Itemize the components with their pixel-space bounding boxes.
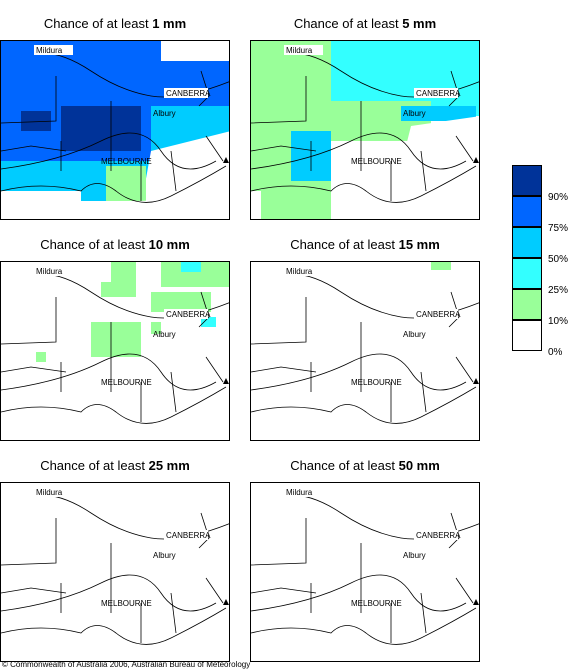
panel-title: Chance of at least 50 mm <box>290 458 440 473</box>
place-label-canberra: CANBERRA <box>164 309 211 319</box>
map-area: Mildura CANBERRA Albury MELBOURNE <box>250 40 480 220</box>
map-marker <box>473 378 479 384</box>
svg-text:Mildura: Mildura <box>286 488 313 497</box>
panel-title: Chance of at least 1 mm <box>43 16 187 31</box>
svg-text:MELBOURNE: MELBOURNE <box>101 599 152 608</box>
legend-label-10: 10% <box>548 316 569 327</box>
svg-text:MELBOURNE: MELBOURNE <box>351 378 402 387</box>
place-label-albury: Albury <box>403 330 426 339</box>
svg-text:MELBOURNE: MELBOURNE <box>101 378 152 387</box>
place-label-albury: Albury <box>403 109 426 118</box>
svg-text:Mildura: Mildura <box>36 488 63 497</box>
legend-swatch-5 <box>512 320 542 351</box>
svg-text:Mildura: Mildura <box>36 46 63 55</box>
place-label-albury: Albury <box>153 109 176 118</box>
place-label-mildura: Mildura <box>284 45 323 55</box>
place-label-albury: Albury <box>153 551 176 560</box>
legend-swatch-3 <box>512 258 542 289</box>
place-label-melbourne: MELBOURNE <box>101 157 152 166</box>
place-label-melbourne: MELBOURNE <box>351 599 402 608</box>
map-area: Mildura CANBERRA Albury MELBOURNE <box>250 261 480 441</box>
svg-text:CANBERRA: CANBERRA <box>166 531 211 540</box>
place-label-melbourne: MELBOURNE <box>351 157 402 166</box>
place-label-melbourne: MELBOURNE <box>101 599 152 608</box>
legend-label-0: 0% <box>548 347 563 358</box>
panel-title: Chance of at least 10 mm <box>40 237 190 252</box>
map-area: Mildura CANBERRA Albury MELBOURNE <box>0 261 230 441</box>
svg-text:CANBERRA: CANBERRA <box>416 310 461 319</box>
legend-swatch-2 <box>512 227 542 258</box>
place-label-mildura: Mildura <box>34 266 73 276</box>
legend-swatch-0 <box>512 165 542 196</box>
legend-swatch-1 <box>512 196 542 227</box>
map-marker <box>223 378 229 384</box>
svg-text:Albury: Albury <box>403 551 426 560</box>
map-marker <box>223 599 229 605</box>
svg-text:Albury: Albury <box>153 330 176 339</box>
place-label-canberra: CANBERRA <box>414 309 461 319</box>
legend-label-50: 50% <box>548 254 569 265</box>
place-label-mildura: Mildura <box>34 45 73 55</box>
svg-text:Albury: Albury <box>403 330 426 339</box>
svg-text:MELBOURNE: MELBOURNE <box>101 157 152 166</box>
svg-text:Albury: Albury <box>403 109 426 118</box>
svg-text:Mildura: Mildura <box>286 46 313 55</box>
svg-text:CANBERRA: CANBERRA <box>416 89 461 98</box>
place-label-melbourne: MELBOURNE <box>101 378 152 387</box>
place-label-mildura: Mildura <box>284 266 323 276</box>
place-label-mildura: Mildura <box>284 487 323 497</box>
place-label-albury: Albury <box>153 330 176 339</box>
map-area: Mildura CANBERRA Albury MELBOURNE <box>0 40 230 220</box>
place-label-melbourne: MELBOURNE <box>351 378 402 387</box>
panel-title: Chance of at least 15 mm <box>290 237 440 252</box>
legend-swatch-4 <box>512 289 542 320</box>
svg-text:Albury: Albury <box>153 551 176 560</box>
place-label-canberra: CANBERRA <box>164 530 211 540</box>
map-marker <box>473 157 479 163</box>
svg-text:CANBERRA: CANBERRA <box>416 531 461 540</box>
place-label-canberra: CANBERRA <box>164 88 211 98</box>
map-marker <box>473 599 479 605</box>
svg-text:MELBOURNE: MELBOURNE <box>351 157 402 166</box>
svg-text:Mildura: Mildura <box>36 267 63 276</box>
svg-text:CANBERRA: CANBERRA <box>166 310 211 319</box>
legend-label-90: 90% <box>548 192 569 203</box>
svg-text:MELBOURNE: MELBOURNE <box>351 599 402 608</box>
map-marker <box>223 157 229 163</box>
svg-text:Albury: Albury <box>153 109 176 118</box>
svg-text:CANBERRA: CANBERRA <box>166 89 211 98</box>
place-label-albury: Albury <box>403 551 426 560</box>
panel-title: Chance of at least 25 mm <box>40 458 190 473</box>
svg-text:Mildura: Mildura <box>286 267 313 276</box>
legend-label-25: 25% <box>548 285 569 296</box>
place-label-mildura: Mildura <box>34 487 73 497</box>
legend-label-75: 75% <box>548 223 569 234</box>
map-area: Mildura CANBERRA Albury MELBOURNE <box>0 482 230 662</box>
place-label-canberra: CANBERRA <box>414 88 461 98</box>
copyright-notice: © Commonwealth of Australia 2006, Austra… <box>2 660 251 669</box>
map-area: Mildura CANBERRA Albury MELBOURNE <box>250 482 480 662</box>
place-label-canberra: CANBERRA <box>414 530 461 540</box>
panel-title: Chance of at least 5 mm <box>293 16 437 31</box>
